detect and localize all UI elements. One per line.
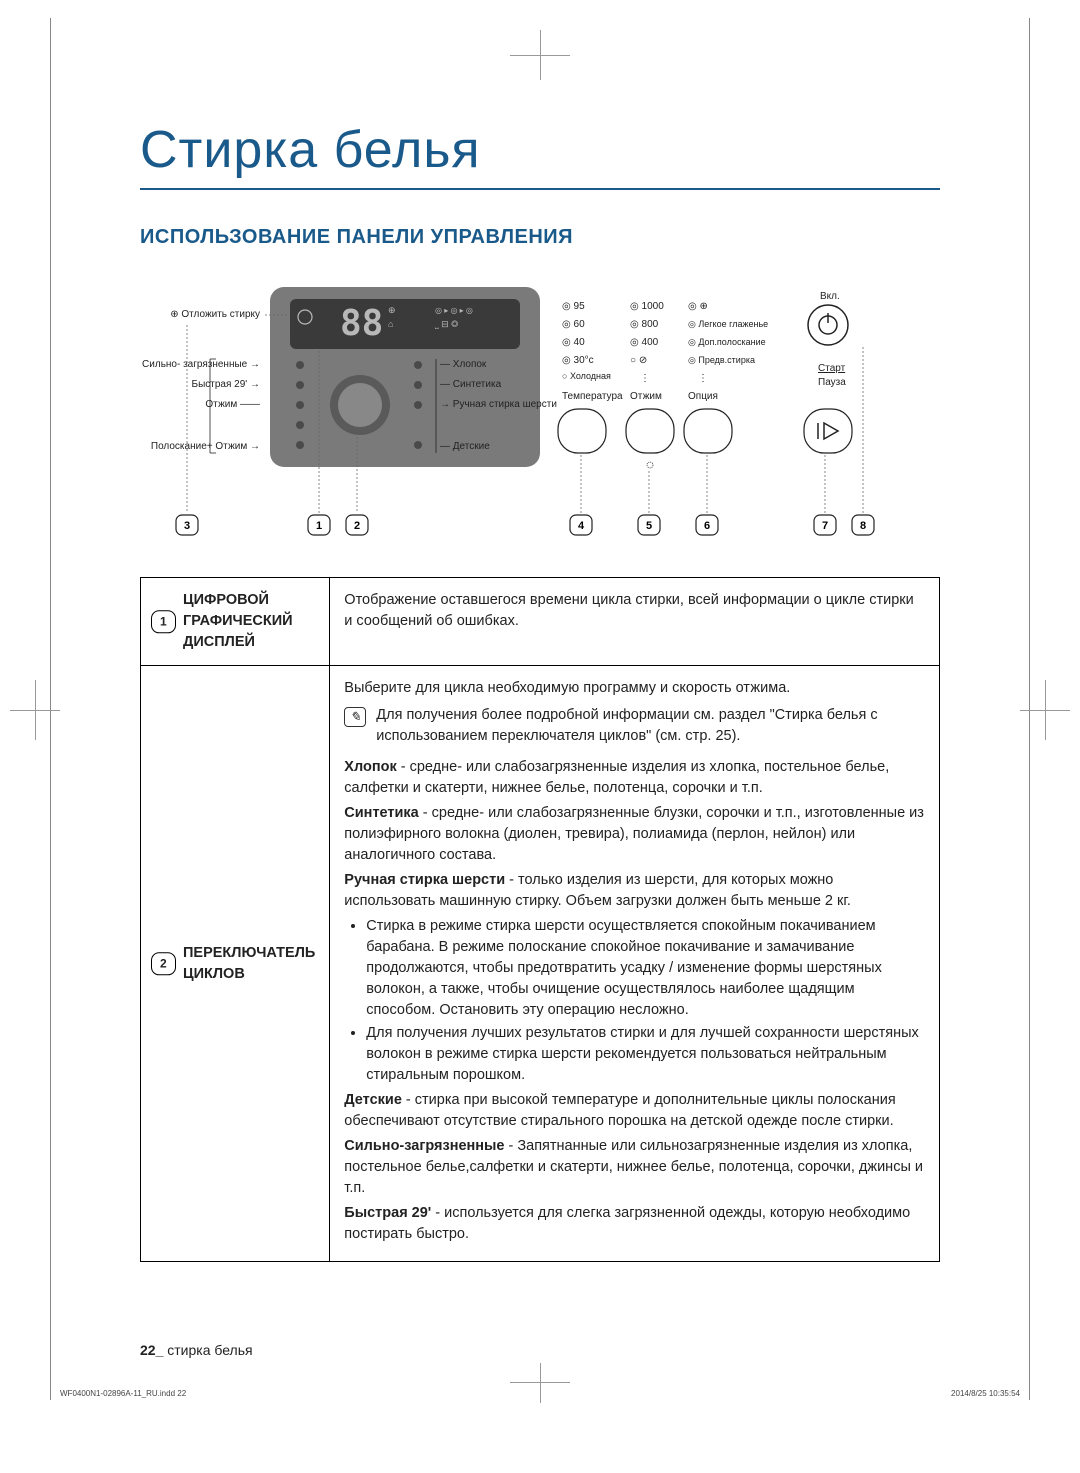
note-icon: ✎	[344, 707, 366, 727]
svg-text:◎ 60: ◎ 60	[562, 319, 585, 330]
svg-text:Температура: Температура	[562, 391, 623, 402]
svg-text:Быстрая 29' →: Быстрая 29' →	[192, 379, 260, 390]
main-title: Стирка белья	[140, 120, 940, 190]
control-descriptions-table: 1 ЦИФРОВОЙ ГРАФИЧЕСКИЙ ДИСПЛЕЙ Отображен…	[140, 577, 940, 1262]
svg-text:◎ 40: ◎ 40	[562, 337, 585, 348]
section-title: ИСПОЛЬЗОВАНИЕ ПАНЕЛИ УПРАВЛЕНИЯ	[140, 226, 940, 249]
svg-text:Полоскание+ Отжим →: Полоскание+ Отжим →	[151, 441, 260, 452]
svg-text:⊕: ⊕	[388, 305, 396, 315]
svg-text:Отжим: Отжим	[630, 391, 662, 402]
row-number: 1	[151, 610, 176, 633]
svg-text:◎ 1000: ◎ 1000	[630, 301, 664, 312]
program-kids: Детские - стирка при высокой температуре…	[344, 1090, 925, 1132]
svg-text:◎ 800: ◎ 800	[630, 319, 659, 330]
print-file: WF0400N1-02896A-11_RU.indd 22	[60, 1389, 186, 1398]
svg-text:○ ⊘: ○ ⊘	[630, 355, 647, 366]
svg-text:8: 8	[860, 520, 866, 532]
list-item: Для получения лучших результатов стирки …	[366, 1023, 925, 1086]
svg-text:Вкл.: Вкл.	[820, 291, 840, 302]
display-value: 88	[340, 303, 383, 344]
svg-text:◎ Предв.стирка: ◎ Предв.стирка	[688, 355, 755, 365]
svg-text:3: 3	[184, 520, 190, 532]
program-heavy: Сильно-загрязненные - Запятнанные или си…	[344, 1136, 925, 1199]
note-block: ✎ Для получения более подробной информац…	[344, 705, 925, 747]
document-page: Стирка белья ИСПОЛЬЗОВАНИЕ ПАНЕЛИ УПРАВЛ…	[0, 0, 1080, 1418]
print-metadata: WF0400N1-02896A-11_RU.indd 22 2014/8/25 …	[0, 1389, 1080, 1398]
row-label: ЦИФРОВОЙ ГРАФИЧЕСКИЙ ДИСПЛЕЙ	[183, 592, 293, 650]
svg-text:4: 4	[578, 520, 585, 532]
svg-text:◎ ▸ ◎ ▸ ◎: ◎ ▸ ◎ ▸ ◎	[435, 306, 473, 315]
svg-text:Опция: Опция	[688, 391, 718, 402]
table-row: 1 ЦИФРОВОЙ ГРАФИЧЕСКИЙ ДИСПЛЕЙ Отображен…	[141, 578, 940, 666]
svg-text:— Синтетика: — Синтетика	[440, 379, 502, 390]
control-panel-diagram: 88 ⊕ ⌂ ◎ ▸ ◎ ▸ ◎ ⎵ ⊟ ◎ ⊕ Отложить стирку	[140, 277, 940, 557]
svg-text:⌂: ⌂	[388, 319, 393, 329]
svg-text:1: 1	[316, 520, 322, 532]
print-date: 2014/8/25 10:35:54	[951, 1389, 1020, 1398]
program-synthetic: Синтетика - средне- или слабозагрязненны…	[344, 803, 925, 866]
svg-text:◎ 400: ◎ 400	[630, 337, 659, 348]
wool-bullets: Стирка в режиме стирка шерсти осуществля…	[366, 916, 925, 1086]
svg-text:— Детские: — Детские	[440, 441, 490, 452]
program-cotton: Хлопок - средне- или слабозагрязненные и…	[344, 757, 925, 799]
svg-text:Старт: Старт	[818, 363, 846, 374]
footer-text: стирка белья	[163, 1342, 252, 1358]
svg-text:◎ Легкое глаженье: ◎ Легкое глаженье	[688, 319, 768, 329]
note-text: Для получения более подробной информации…	[376, 705, 925, 747]
svg-text:⎵ ⊟ ◎: ⎵ ⊟ ◎	[435, 319, 458, 329]
page-number: 22_	[140, 1342, 163, 1358]
svg-text:◎ 30°c: ◎ 30°c	[562, 355, 594, 366]
svg-text:◎ Доп.полоскание: ◎ Доп.полоскание	[688, 337, 766, 347]
page-footer: 22_ стирка белья	[140, 1342, 940, 1358]
svg-text:◎ ⊕: ◎ ⊕	[688, 301, 708, 312]
svg-text:Пауза: Пауза	[818, 377, 846, 388]
svg-text:6: 6	[704, 520, 710, 532]
row-label: ПЕРЕКЛЮЧАТЕЛЬ ЦИКЛОВ	[183, 945, 315, 982]
row-number: 2	[151, 952, 176, 975]
svg-text:◎ 95: ◎ 95	[562, 301, 585, 312]
svg-text:○ Холодная: ○ Холодная	[562, 371, 611, 381]
svg-text:⋮: ⋮	[640, 373, 650, 384]
program-quick: Быстрая 29' - используется для слегка за…	[344, 1203, 925, 1245]
svg-text:⊕ Отложить стирку: ⊕ Отложить стирку	[170, 309, 260, 320]
list-item: Стирка в режиме стирка шерсти осуществля…	[366, 916, 925, 1021]
program-wool: Ручная стирка шерсти - только изделия из…	[344, 870, 925, 912]
svg-text:7: 7	[822, 520, 828, 532]
svg-text:2: 2	[354, 520, 360, 532]
svg-text:— Хлопок: — Хлопок	[440, 359, 487, 370]
svg-text:Сильно- загрязненные →: Сильно- загрязненные →	[142, 359, 260, 370]
svg-text:⋮: ⋮	[698, 373, 708, 384]
table-row: 2 ПЕРЕКЛЮЧАТЕЛЬ ЦИКЛОВ Выберите для цикл…	[141, 666, 940, 1262]
row-description: Отображение оставшегося времени цикла ст…	[344, 590, 925, 632]
svg-text:→ Ручная стирка шерсти: → Ручная стирка шерсти	[440, 399, 557, 410]
intro-text: Выберите для цикла необходимую программу…	[344, 678, 925, 699]
svg-text:Отжим ——: Отжим ——	[205, 399, 260, 410]
svg-text:5: 5	[646, 520, 652, 532]
